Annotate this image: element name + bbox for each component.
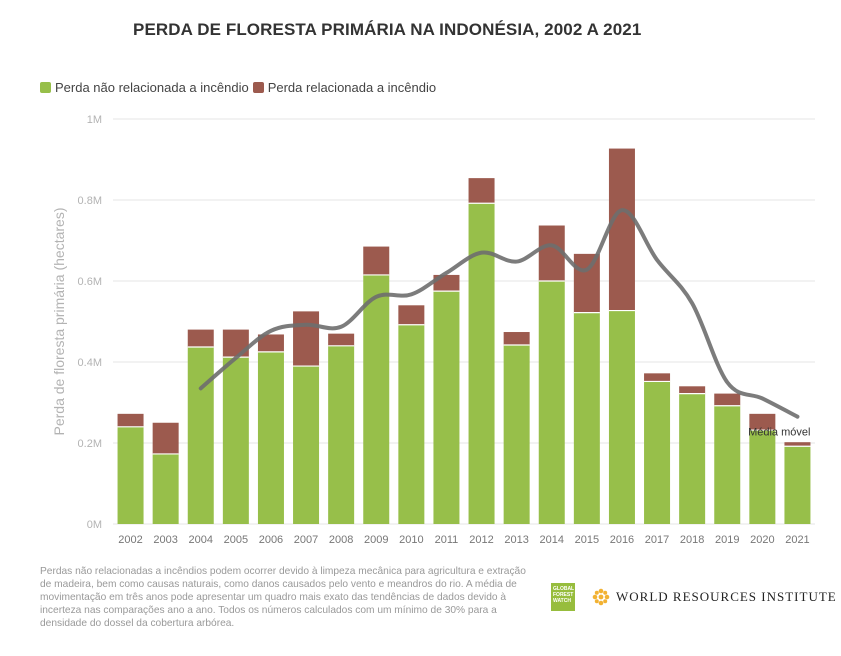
bar-non-fire[interactable] <box>714 405 741 524</box>
moving-average-line[interactable] <box>198 208 800 419</box>
bar-fire[interactable] <box>363 246 390 275</box>
bar-non-fire[interactable] <box>749 430 776 524</box>
x-tick-label: 2021 <box>785 534 809 546</box>
x-tick-label: 2015 <box>575 534 599 546</box>
x-tick-label: 2002 <box>118 534 142 546</box>
stacked-bar-chart: 0M 0.2M 0.4M 0.6M 0.8M 1M Perda de floresta pr… <box>51 114 815 546</box>
bar-non-fire[interactable] <box>538 281 565 524</box>
bar-non-fire[interactable] <box>222 357 249 524</box>
legend-label-fire: Perda relacionada a incêndio <box>267 80 437 95</box>
x-tick-label: 2009 <box>364 534 388 546</box>
bar-fire[interactable] <box>187 329 214 348</box>
x-tick-label: 2013 <box>504 534 528 546</box>
y-tick-label: 0.6M <box>78 276 102 288</box>
bar-fire[interactable] <box>222 329 249 358</box>
bar-non-fire[interactable] <box>433 291 460 524</box>
bar-non-fire[interactable] <box>644 381 671 524</box>
moving-average-annotation: Média móvel <box>748 427 810 439</box>
y-tick-label: 0.8M <box>78 195 102 207</box>
x-tick-label: 2012 <box>469 534 493 546</box>
bar-non-fire[interactable] <box>784 446 811 524</box>
bar-fire[interactable] <box>503 332 530 345</box>
footnote: Perdas não relacionadas a incêndios pode… <box>40 566 526 629</box>
x-tick-label: 2006 <box>259 534 283 546</box>
x-tick-label: 2007 <box>294 534 318 546</box>
bar-fire[interactable] <box>749 413 776 431</box>
wri-flower-icon <box>592 588 610 606</box>
legend-item-fire[interactable]: Perda relacionada a incêndio <box>252 80 437 95</box>
x-tick-label: 2016 <box>610 534 634 546</box>
bar-non-fire[interactable] <box>363 274 390 524</box>
y-axis-label: Perda de floresta primária (hectares) <box>51 208 67 436</box>
chart-title: PERDA DE FLORESTA PRIMÁRIA NA INDONÉSIA,… <box>133 20 642 39</box>
x-tick-label: 2010 <box>399 534 423 546</box>
y-tick-label: 0M <box>87 519 102 531</box>
x-tick-label: 2018 <box>680 534 704 546</box>
bar-non-fire[interactable] <box>328 345 355 524</box>
bar-non-fire[interactable] <box>152 453 179 524</box>
bar-non-fire[interactable] <box>573 312 600 524</box>
x-tick-label: 2019 <box>715 534 739 546</box>
bar-non-fire[interactable] <box>293 366 320 524</box>
y-tick-label: 0.4M <box>78 357 102 369</box>
bar-non-fire[interactable] <box>503 344 530 524</box>
legend-swatch-fire <box>252 82 264 93</box>
bar-fire[interactable] <box>468 178 495 204</box>
gfw-logo[interactable]: GLOBAL FOREST WATCH <box>551 583 575 611</box>
gfw-logo-line: FOREST <box>553 592 574 598</box>
bar-non-fire[interactable] <box>679 393 706 524</box>
gfw-logo-line: GLOBAL <box>553 586 575 592</box>
bar-non-fire[interactable] <box>608 310 635 524</box>
bar-non-fire[interactable] <box>187 347 214 524</box>
x-tick-label: 2008 <box>329 534 353 546</box>
bar-fire[interactable] <box>714 393 741 406</box>
bar-fire[interactable] <box>398 305 425 325</box>
bar-non-fire[interactable] <box>398 324 425 524</box>
bar-fire[interactable] <box>117 413 144 427</box>
x-tick-label: 2014 <box>540 534 564 546</box>
bar-non-fire[interactable] <box>117 426 144 524</box>
wri-logo[interactable]: WORLD RESOURCES INSTITUTE <box>592 588 837 606</box>
legend-item-non-fire[interactable]: Perda não relacionada a incêndio <box>40 80 249 95</box>
bar-non-fire[interactable] <box>257 351 284 524</box>
legend-swatch-non-fire <box>40 82 51 93</box>
y-tick-label: 0.2M <box>78 438 102 450</box>
x-tick-label: 2017 <box>645 534 669 546</box>
bar-fire[interactable] <box>784 442 811 447</box>
bar-fire[interactable] <box>573 253 600 313</box>
bar-fire[interactable] <box>644 373 671 382</box>
wri-name: WORLD RESOURCES INSTITUTE <box>616 589 837 604</box>
x-tick-label: 2020 <box>750 534 774 546</box>
chart-legend: Perda não relacionada a incêndio Perda r… <box>40 80 440 95</box>
x-tick-label: 2011 <box>435 534 459 546</box>
y-tick-label: 1M <box>87 114 102 126</box>
bar-fire[interactable] <box>152 422 179 454</box>
bar-fire[interactable] <box>679 386 706 394</box>
gfw-logo-line: WATCH <box>553 598 571 604</box>
x-tick-label: 2005 <box>224 534 248 546</box>
bar-fire[interactable] <box>608 148 635 311</box>
bar-fire[interactable] <box>328 333 355 346</box>
bar-fire[interactable] <box>257 334 284 352</box>
x-tick-label: 2003 <box>153 534 177 546</box>
legend-label-non-fire: Perda não relacionada a incêndio <box>55 80 249 95</box>
bar-fire[interactable] <box>293 311 320 367</box>
x-tick-label: 2004 <box>189 534 213 546</box>
